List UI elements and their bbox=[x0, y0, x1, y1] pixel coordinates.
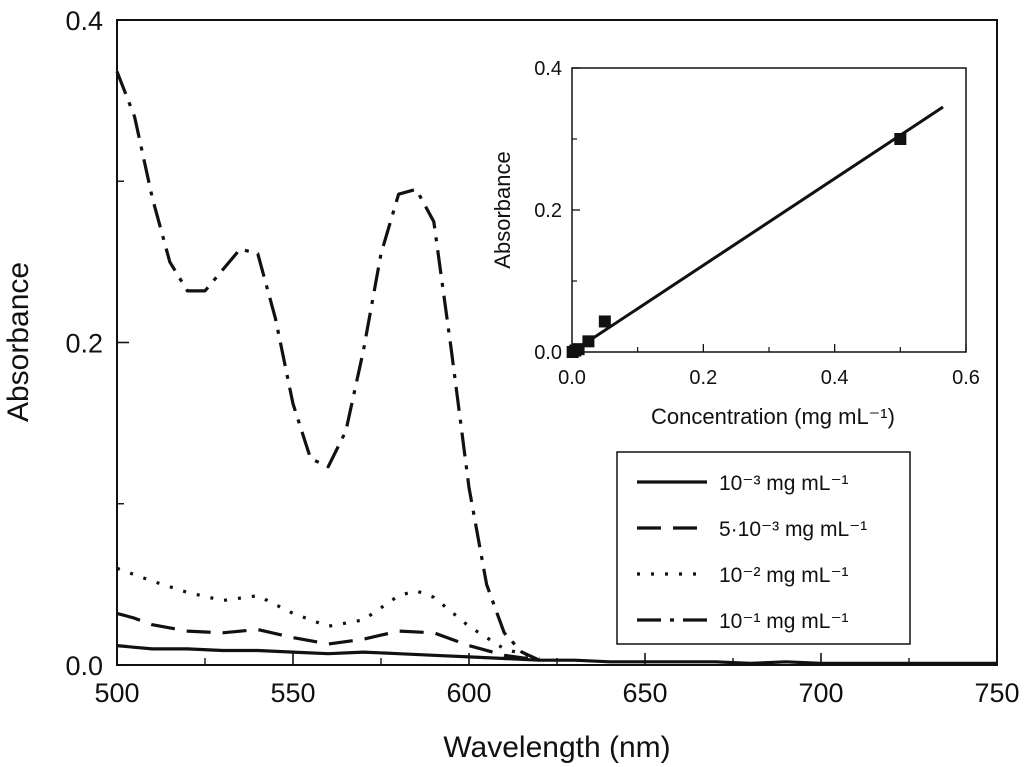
inset-x-tick-label: 0.0 bbox=[558, 367, 586, 389]
inset-y-tick-label: 0.2 bbox=[534, 200, 562, 222]
inset-plot: 0.0 0.2 0.4 0.6 0.0 0.2 0.4 Concentration (mg … bbox=[490, 58, 980, 429]
main-x-tick-label: 650 bbox=[622, 678, 667, 708]
legend-items: 10⁻³ mg mL⁻¹ 5·10⁻³ mg mL⁻¹ 10⁻² mg mL⁻¹ 10… bbox=[637, 472, 867, 633]
main-y-axis-title: Absorbance bbox=[2, 262, 35, 422]
inset-fit-line bbox=[571, 105, 944, 354]
legend-box bbox=[616, 451, 911, 645]
main-plot-ticks: 500 550 600 650 700 750 0.0 0.2 0.4 bbox=[65, 6, 1019, 708]
legend-label-1: 10⁻³ mg mL⁻¹ bbox=[719, 472, 849, 495]
series-line-3 bbox=[116, 566, 540, 661]
main-y-tick-label: 0.2 bbox=[65, 329, 103, 359]
inset-y-axis-title: Absorbance bbox=[490, 151, 515, 268]
legend: 10⁻³ mg mL⁻¹ 5·10⁻³ mg mL⁻¹ 10⁻² mg mL⁻¹ 10… bbox=[616, 451, 911, 645]
series-line-4 bbox=[115, 71, 541, 662]
inset-y-tick-label: 0.0 bbox=[534, 342, 562, 364]
inset-data-point bbox=[582, 335, 595, 348]
main-x-tick-label: 500 bbox=[94, 678, 139, 708]
inset-data-point bbox=[598, 315, 611, 328]
series-line-2 bbox=[116, 611, 540, 662]
inset-plot-background bbox=[572, 68, 966, 352]
main-y-tick-label: 0.0 bbox=[65, 651, 103, 681]
inset-y-tick-label: 0.4 bbox=[534, 58, 562, 80]
inset-x-tick-label: 0.2 bbox=[689, 367, 717, 389]
legend-label-3: 10⁻² mg mL⁻¹ bbox=[719, 564, 849, 587]
inset-plot-ticks: 0.0 0.2 0.4 0.6 0.0 0.2 0.4 bbox=[534, 58, 980, 389]
main-plot-marks bbox=[115, 71, 997, 666]
main-x-tick-label: 700 bbox=[798, 678, 843, 708]
main-x-tick-label: 750 bbox=[974, 678, 1019, 708]
legend-label-2: 5·10⁻³ mg mL⁻¹ bbox=[719, 518, 867, 541]
legend-label-4: 10⁻¹ mg mL⁻¹ bbox=[719, 610, 849, 633]
main-x-axis-title: Wavelength (nm) bbox=[443, 731, 670, 764]
inset-x-axis-title: Concentration (mg mL⁻¹) bbox=[651, 404, 895, 429]
main-x-tick-label: 550 bbox=[270, 678, 315, 708]
inset-x-tick-label: 0.6 bbox=[952, 367, 980, 389]
main-x-tick-label: 600 bbox=[446, 678, 491, 708]
inset-x-tick-label: 0.4 bbox=[821, 367, 849, 389]
main-plot: 500 550 600 650 700 750 0.0 0.2 0.4 Wavelength (… bbox=[2, 6, 1020, 764]
main-y-tick-label: 0.4 bbox=[65, 6, 103, 36]
inset-data-point bbox=[894, 133, 907, 145]
inset-plot-marks bbox=[566, 105, 944, 358]
